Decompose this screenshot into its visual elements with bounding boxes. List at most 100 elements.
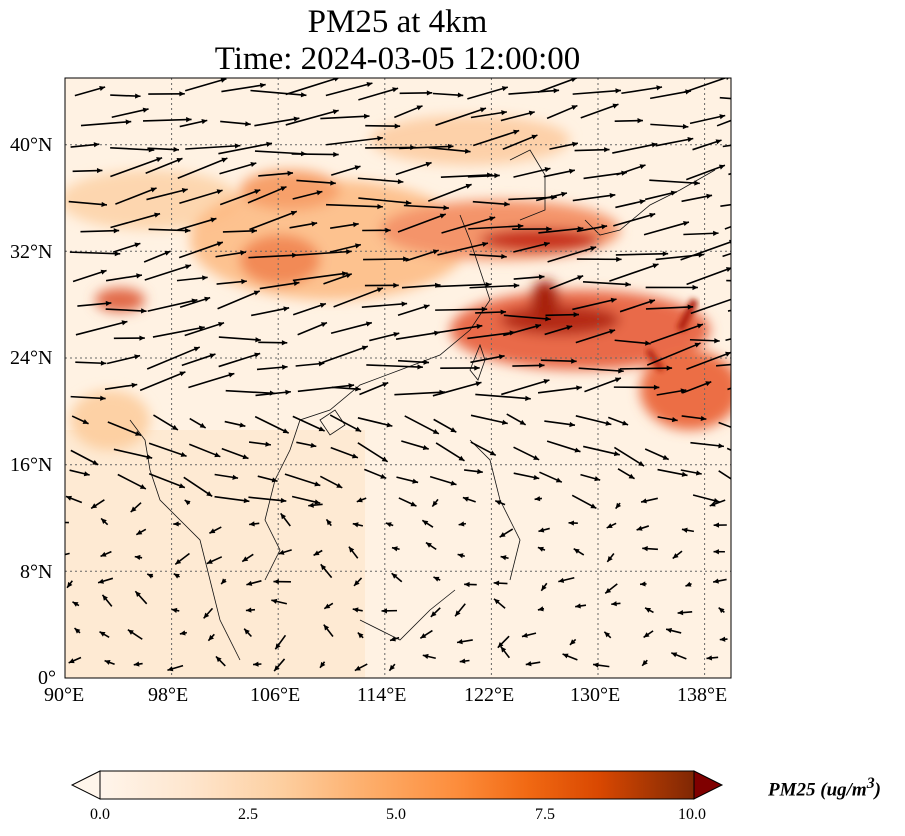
wind-arrowhead [517, 223, 524, 229]
wind-arrowhead [457, 92, 464, 98]
wind-arrow [250, 89, 307, 97]
wind-arrowhead [606, 523, 613, 528]
wind-arrow [475, 393, 531, 400]
x-tick-114e: 114°E [357, 684, 407, 706]
wind-arrowhead [405, 200, 412, 206]
wind-arrow [394, 391, 446, 396]
wind-arrowhead [501, 253, 507, 260]
wind-arrowhead [531, 134, 538, 140]
wind-arrow [184, 322, 225, 337]
wind-arrow [259, 281, 300, 290]
y-tick-0: 0° [38, 667, 56, 689]
wind-arrowhead [450, 427, 457, 433]
wind-arrowhead [656, 85, 663, 91]
wind-arrowhead [208, 634, 214, 641]
wind-arrowhead [391, 573, 398, 579]
wind-arrowhead [259, 82, 266, 89]
wind-arrowhead [242, 454, 249, 460]
wind-arrowhead [718, 443, 724, 449]
wind-arrowhead [154, 212, 161, 218]
wind-arrowhead [637, 118, 643, 124]
wind-arrowhead [410, 501, 417, 507]
wind-arrow [358, 87, 399, 101]
wind-arrow [147, 299, 198, 312]
wind-arrow [467, 331, 516, 340]
wind-arrowhead [134, 354, 141, 360]
wind-arrowhead [280, 497, 287, 504]
wind-arrowhead [243, 497, 250, 504]
wind-arrowhead [99, 85, 106, 91]
wind-arrowhead [220, 78, 227, 83]
wind-arrowhead [282, 428, 289, 434]
wind-arrowhead [575, 603, 581, 609]
wind-arrowhead [265, 441, 271, 447]
wind-arrowhead [636, 525, 643, 531]
wind-arrowhead [324, 603, 331, 609]
wind-arrowhead [713, 578, 719, 584]
wind-arrowhead [533, 474, 540, 480]
wind-arrow [574, 148, 610, 152]
wind-arrowhead [245, 121, 251, 127]
wind-arrowhead [538, 527, 545, 533]
wind-arrow [725, 338, 731, 342]
wind-arrow [538, 227, 584, 234]
wind-arrowhead [100, 551, 107, 557]
wind-arrow [501, 379, 550, 396]
wind-arrow [436, 283, 492, 288]
wind-arrow [142, 118, 192, 122]
wind-arrowhead [136, 529, 143, 535]
wind-arrowhead [671, 416, 678, 423]
wind-arrowhead [706, 655, 713, 661]
wind-arrowhead [255, 337, 261, 343]
wind-arrow [513, 167, 551, 178]
wind-arrowhead [715, 139, 722, 145]
wind-arrow [614, 339, 651, 345]
wind-arrowhead [539, 362, 545, 369]
wind-arrow [726, 447, 731, 451]
wind-arrowhead [403, 256, 409, 262]
wind-arrowhead [185, 264, 192, 270]
wind-arrow [361, 302, 408, 308]
wind-arrowhead [528, 110, 535, 116]
wind-arrowhead [361, 345, 368, 351]
wind-arrow [146, 346, 201, 370]
wind-arrow [80, 229, 120, 233]
wind-arrowhead [713, 230, 719, 236]
wind-arrowhead [615, 88, 621, 94]
wind-arrowhead [352, 607, 359, 613]
wind-arrowhead [323, 624, 330, 631]
wind-arrow [292, 302, 327, 316]
wind-arrow [291, 153, 339, 156]
wind-arrowhead [130, 506, 137, 513]
wind-arrowhead [625, 281, 631, 287]
wind-arrowhead [682, 123, 689, 130]
wind-arrow [248, 496, 287, 502]
wind-arrow [546, 104, 578, 120]
wind-arrowhead [156, 157, 163, 163]
wind-arrowhead [681, 471, 688, 477]
wind-arrowhead [718, 607, 725, 614]
wind-arrowhead [209, 353, 216, 359]
wind-arrow [508, 89, 560, 95]
wind-arrowhead [281, 340, 288, 346]
wind-arrowhead [696, 323, 703, 329]
wind-arrowhead [381, 456, 388, 462]
wind-arrowhead [83, 471, 90, 477]
wind-arrowhead [475, 381, 482, 387]
wind-arrow [178, 241, 224, 259]
wind-arrowhead [610, 297, 617, 303]
wind-arrowhead [326, 519, 332, 526]
wind-arrowhead [681, 527, 688, 533]
wind-arrowhead [455, 610, 461, 617]
wind-arrowhead [501, 419, 508, 425]
wind-arrowhead [72, 601, 79, 607]
wind-arrowhead [355, 243, 361, 249]
wind-arrow [148, 442, 187, 457]
wind-arrow [218, 336, 261, 341]
wind-arrow [188, 443, 221, 458]
wind-arrow [70, 395, 106, 400]
wind-arrowhead [459, 658, 466, 664]
wind-arrowhead [571, 105, 578, 111]
wind-arrow [325, 82, 373, 97]
wind-arrow [655, 137, 694, 147]
